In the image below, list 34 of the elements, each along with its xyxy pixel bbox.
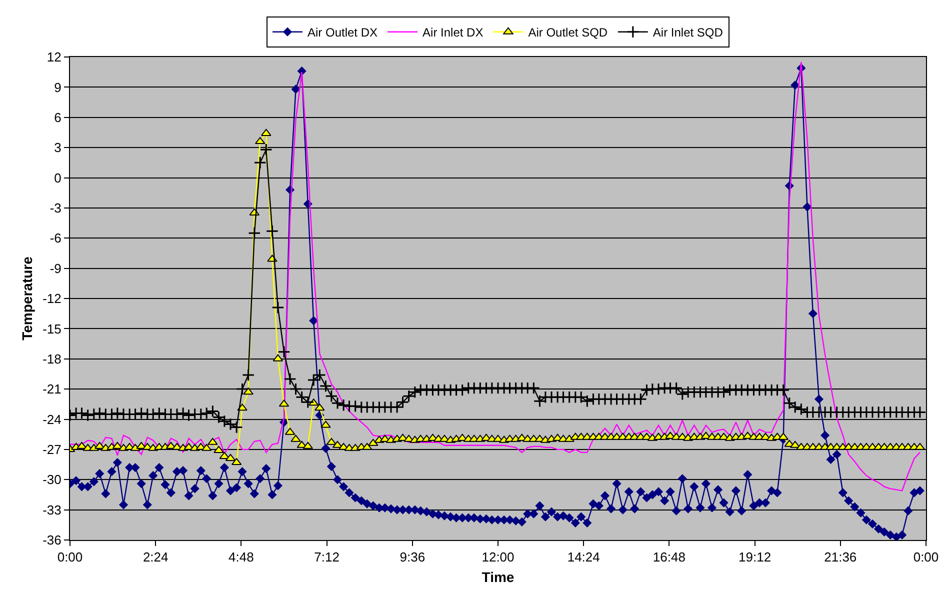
y-tick-label: 3 bbox=[54, 140, 62, 156]
y-tick-label: 9 bbox=[54, 80, 62, 95]
y-tick-label: -21 bbox=[42, 382, 62, 397]
y-tick-label: -15 bbox=[42, 321, 62, 336]
y-tick-label: -18 bbox=[42, 351, 62, 366]
y-tick-label: 6 bbox=[54, 110, 62, 125]
legend-label: Air Inlet SQD bbox=[652, 26, 724, 40]
legend-label: Air Outlet SQD bbox=[528, 26, 608, 40]
x-axis-title: Time bbox=[482, 568, 514, 585]
y-tick-label: -36 bbox=[42, 532, 62, 548]
y-axis-title: Temperature bbox=[19, 256, 36, 340]
x-tick-label: 7:12 bbox=[314, 550, 340, 565]
x-tick-label: 2:24 bbox=[142, 550, 168, 565]
x-tick-label: 9:36 bbox=[400, 550, 426, 565]
y-tick-label: -6 bbox=[50, 230, 62, 246]
x-tick-label: 19:12 bbox=[738, 550, 772, 565]
x-tick-label: 12:00 bbox=[482, 550, 514, 565]
x-tick-label: 0:00 bbox=[57, 550, 83, 565]
x-tick-label: 14:24 bbox=[567, 550, 600, 565]
x-tick-label: 4:48 bbox=[228, 550, 254, 565]
y-tick-label: -27 bbox=[42, 442, 62, 457]
y-tick-label: -33 bbox=[42, 502, 62, 518]
x-tick-label: 16:48 bbox=[652, 550, 686, 565]
y-tick-label: -24 bbox=[42, 412, 62, 427]
y-tick-label: -3 bbox=[50, 200, 62, 216]
x-tick-label: 21:36 bbox=[824, 550, 857, 565]
y-tick-label: 12 bbox=[46, 50, 62, 65]
y-tick-label: 0 bbox=[54, 170, 62, 186]
y-tick-label: -12 bbox=[42, 291, 62, 306]
y-tick-label: -9 bbox=[50, 260, 62, 276]
y-tick-label: -30 bbox=[42, 472, 62, 488]
x-tick-label: 0:00 bbox=[913, 550, 939, 565]
legend-label: Air Inlet DX bbox=[422, 26, 484, 40]
legend-label: Air Outlet DX bbox=[308, 26, 378, 40]
